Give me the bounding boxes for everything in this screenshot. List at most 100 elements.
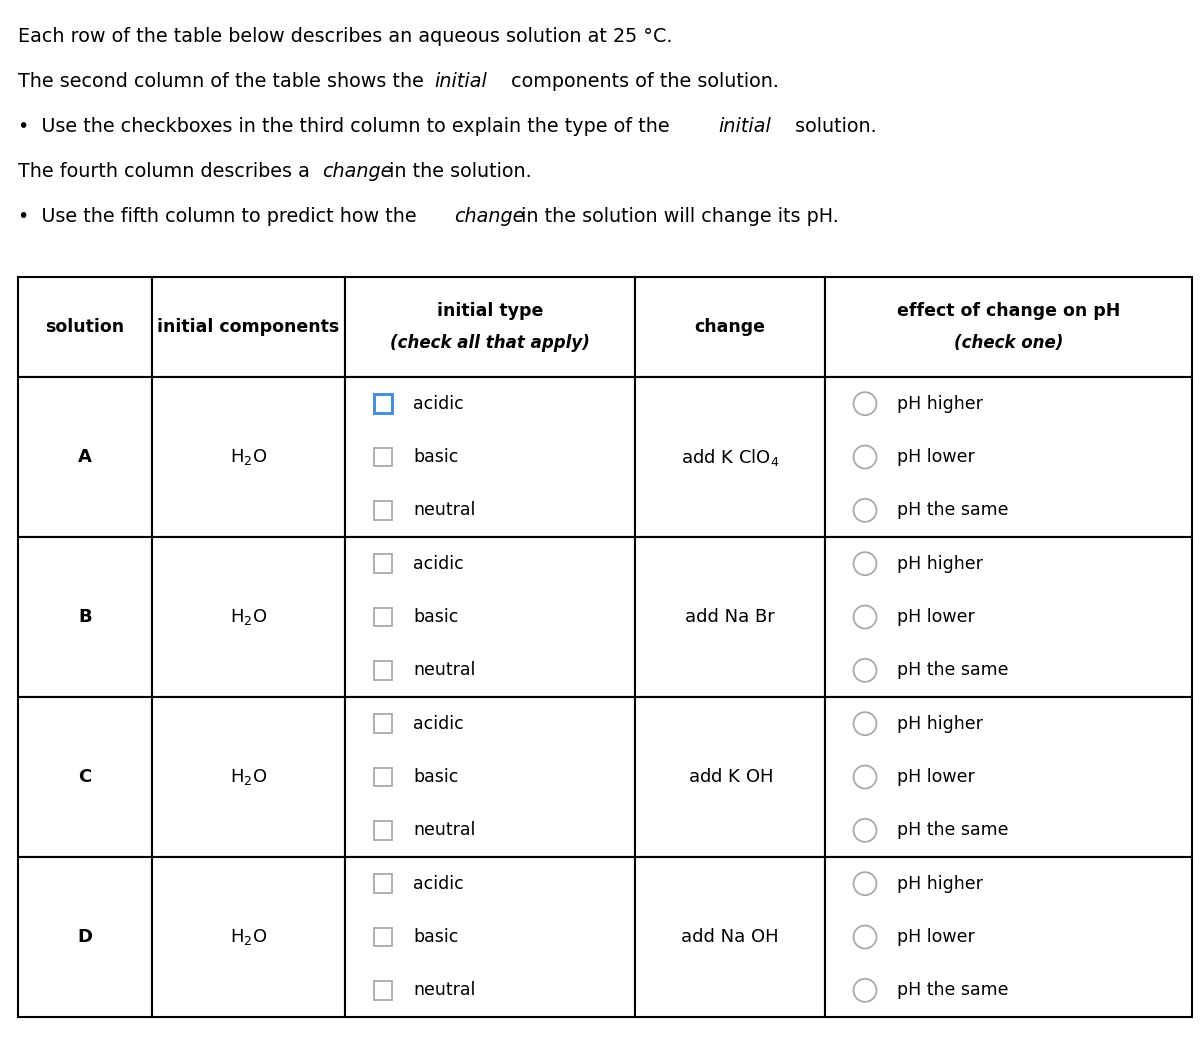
Circle shape [853, 606, 876, 628]
Text: •  Use the fifth column to predict how the: • Use the fifth column to predict how th… [18, 207, 422, 226]
Text: basic: basic [413, 928, 458, 946]
Text: basic: basic [413, 448, 458, 466]
Text: D: D [78, 928, 92, 946]
Text: pH lower: pH lower [898, 768, 974, 786]
Text: initial: initial [718, 117, 770, 136]
Text: basic: basic [413, 608, 458, 626]
Text: neutral: neutral [413, 821, 475, 839]
Bar [826, 377, 1192, 537]
Circle shape [853, 979, 876, 1002]
Text: $\mathregular{H_2O}$: $\mathregular{H_2O}$ [230, 767, 268, 787]
Text: pH the same: pH the same [898, 501, 1008, 520]
Text: acidic: acidic [413, 555, 463, 572]
Text: (check one): (check one) [954, 334, 1063, 352]
Text: B: B [78, 608, 92, 626]
Circle shape [853, 925, 876, 949]
Bar [346, 537, 635, 697]
Bar [826, 697, 1192, 857]
Bar [152, 697, 346, 857]
Text: A: A [78, 448, 92, 466]
Text: change: change [454, 207, 524, 226]
Text: The fourth column describes a: The fourth column describes a [18, 162, 316, 181]
FancyBboxPatch shape [373, 661, 392, 679]
Bar [635, 277, 826, 377]
Bar [18, 697, 152, 857]
Text: pH the same: pH the same [898, 981, 1008, 1000]
Bar [826, 857, 1192, 1017]
Text: neutral: neutral [413, 981, 475, 1000]
FancyBboxPatch shape [373, 555, 392, 572]
Text: initial components: initial components [157, 318, 340, 336]
Circle shape [853, 765, 876, 788]
Text: C: C [78, 768, 91, 786]
Bar [18, 377, 152, 537]
Text: pH the same: pH the same [898, 821, 1008, 839]
FancyBboxPatch shape [373, 501, 392, 520]
Circle shape [853, 872, 876, 895]
Bar [635, 697, 826, 857]
Text: pH higher: pH higher [898, 874, 983, 893]
Text: add $\mathregular{K}$ OH: add $\mathregular{K}$ OH [688, 768, 773, 786]
Bar [152, 857, 346, 1017]
Text: neutral: neutral [413, 501, 475, 520]
Text: pH higher: pH higher [898, 714, 983, 733]
Text: •  Use the checkboxes in the third column to explain the type of the: • Use the checkboxes in the third column… [18, 117, 676, 136]
Text: acidic: acidic [413, 714, 463, 733]
Text: components of the solution.: components of the solution. [505, 72, 779, 91]
Text: pH lower: pH lower [898, 448, 974, 466]
FancyBboxPatch shape [373, 928, 392, 946]
Text: $\mathregular{H_2O}$: $\mathregular{H_2O}$ [230, 607, 268, 627]
FancyBboxPatch shape [373, 874, 392, 893]
FancyBboxPatch shape [373, 767, 392, 786]
Circle shape [853, 819, 876, 842]
Text: pH the same: pH the same [898, 662, 1008, 679]
Text: pH lower: pH lower [898, 928, 974, 946]
Bar [346, 377, 635, 537]
Bar [826, 537, 1192, 697]
Text: $\mathregular{H_2O}$: $\mathregular{H_2O}$ [230, 447, 268, 467]
Bar [346, 277, 635, 377]
FancyBboxPatch shape [373, 608, 392, 626]
Bar [635, 857, 826, 1017]
Bar [18, 857, 152, 1017]
Text: acidic: acidic [413, 874, 463, 893]
Bar [152, 537, 346, 697]
Bar [18, 277, 152, 377]
Text: solution.: solution. [788, 117, 877, 136]
Text: pH higher: pH higher [898, 395, 983, 413]
Text: The second column of the table shows the: The second column of the table shows the [18, 72, 430, 91]
Bar [635, 377, 826, 537]
Text: $\mathregular{H_2O}$: $\mathregular{H_2O}$ [230, 927, 268, 947]
Circle shape [853, 552, 876, 576]
Circle shape [853, 712, 876, 735]
Circle shape [853, 658, 876, 682]
Text: add Na Br: add Na Br [685, 608, 775, 626]
Bar [346, 697, 635, 857]
Circle shape [853, 499, 876, 522]
Bar [826, 277, 1192, 377]
Circle shape [853, 392, 876, 415]
Bar [18, 537, 152, 697]
Text: in the solution will change its pH.: in the solution will change its pH. [515, 207, 839, 226]
Text: acidic: acidic [413, 395, 463, 413]
Text: pH higher: pH higher [898, 555, 983, 572]
Text: add Na OH: add Na OH [682, 928, 779, 946]
FancyBboxPatch shape [373, 394, 392, 413]
Text: solution: solution [46, 318, 125, 336]
Text: neutral: neutral [413, 662, 475, 679]
FancyBboxPatch shape [373, 821, 392, 840]
Bar [152, 277, 346, 377]
Text: Each row of the table below describes an aqueous solution at 25 °C.: Each row of the table below describes an… [18, 27, 672, 46]
Text: initial: initial [434, 72, 487, 91]
Text: (check all that apply): (check all that apply) [390, 334, 590, 352]
Text: add $\mathregular{K}$ Cl$\mathregular{O_4}$: add $\mathregular{K}$ Cl$\mathregular{O_… [680, 447, 779, 468]
Bar [346, 857, 635, 1017]
Bar [152, 377, 346, 537]
Text: effect of change on pH: effect of change on pH [896, 302, 1120, 320]
Text: initial type: initial type [437, 302, 544, 320]
Text: in the solution.: in the solution. [383, 162, 532, 181]
Text: change: change [323, 162, 392, 181]
FancyBboxPatch shape [373, 714, 392, 733]
Text: basic: basic [413, 768, 458, 786]
Text: pH lower: pH lower [898, 608, 974, 626]
